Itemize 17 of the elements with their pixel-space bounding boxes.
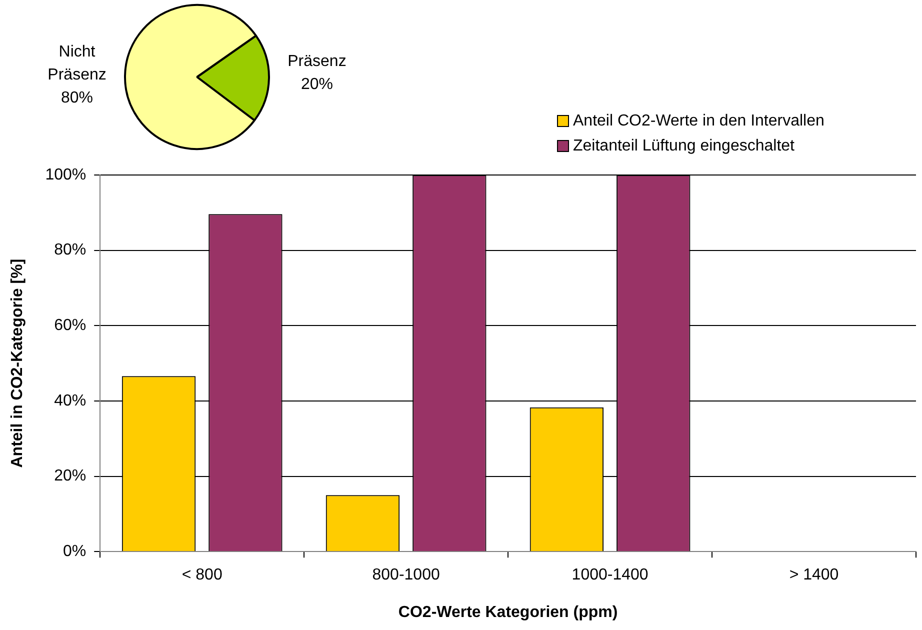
- slice-label: Präsenz: [288, 53, 346, 70]
- legend-label: Zeitanteil Lüftung eingeschaltet: [573, 137, 796, 154]
- x-tick-label: 800-1000: [372, 566, 440, 584]
- slice-label: Nicht Präsenz: [48, 43, 106, 84]
- x-tick-label: < 800: [182, 566, 222, 584]
- y-tick-label: 40%: [54, 392, 86, 410]
- y-tick-label: 80%: [54, 242, 86, 259]
- data-label: 20%: [300, 76, 333, 93]
- y-axis-title: Anteil in CO2-Kategorie [%]: [9, 258, 26, 468]
- y-tick-label: 0%: [62, 543, 86, 560]
- y-tick-label: 20%: [54, 468, 86, 485]
- y-tick-label: 100%: [45, 166, 86, 184]
- x-axis-title: CO2-Werte Kategorien (ppm): [398, 604, 618, 621]
- x-tick-label: > 1400: [789, 566, 839, 584]
- legend-label: Anteil CO2-Werte in den Intervallen: [573, 112, 824, 130]
- x-tick-label: 1000-1400: [572, 566, 648, 584]
- y-tick-label: 60%: [54, 317, 86, 334]
